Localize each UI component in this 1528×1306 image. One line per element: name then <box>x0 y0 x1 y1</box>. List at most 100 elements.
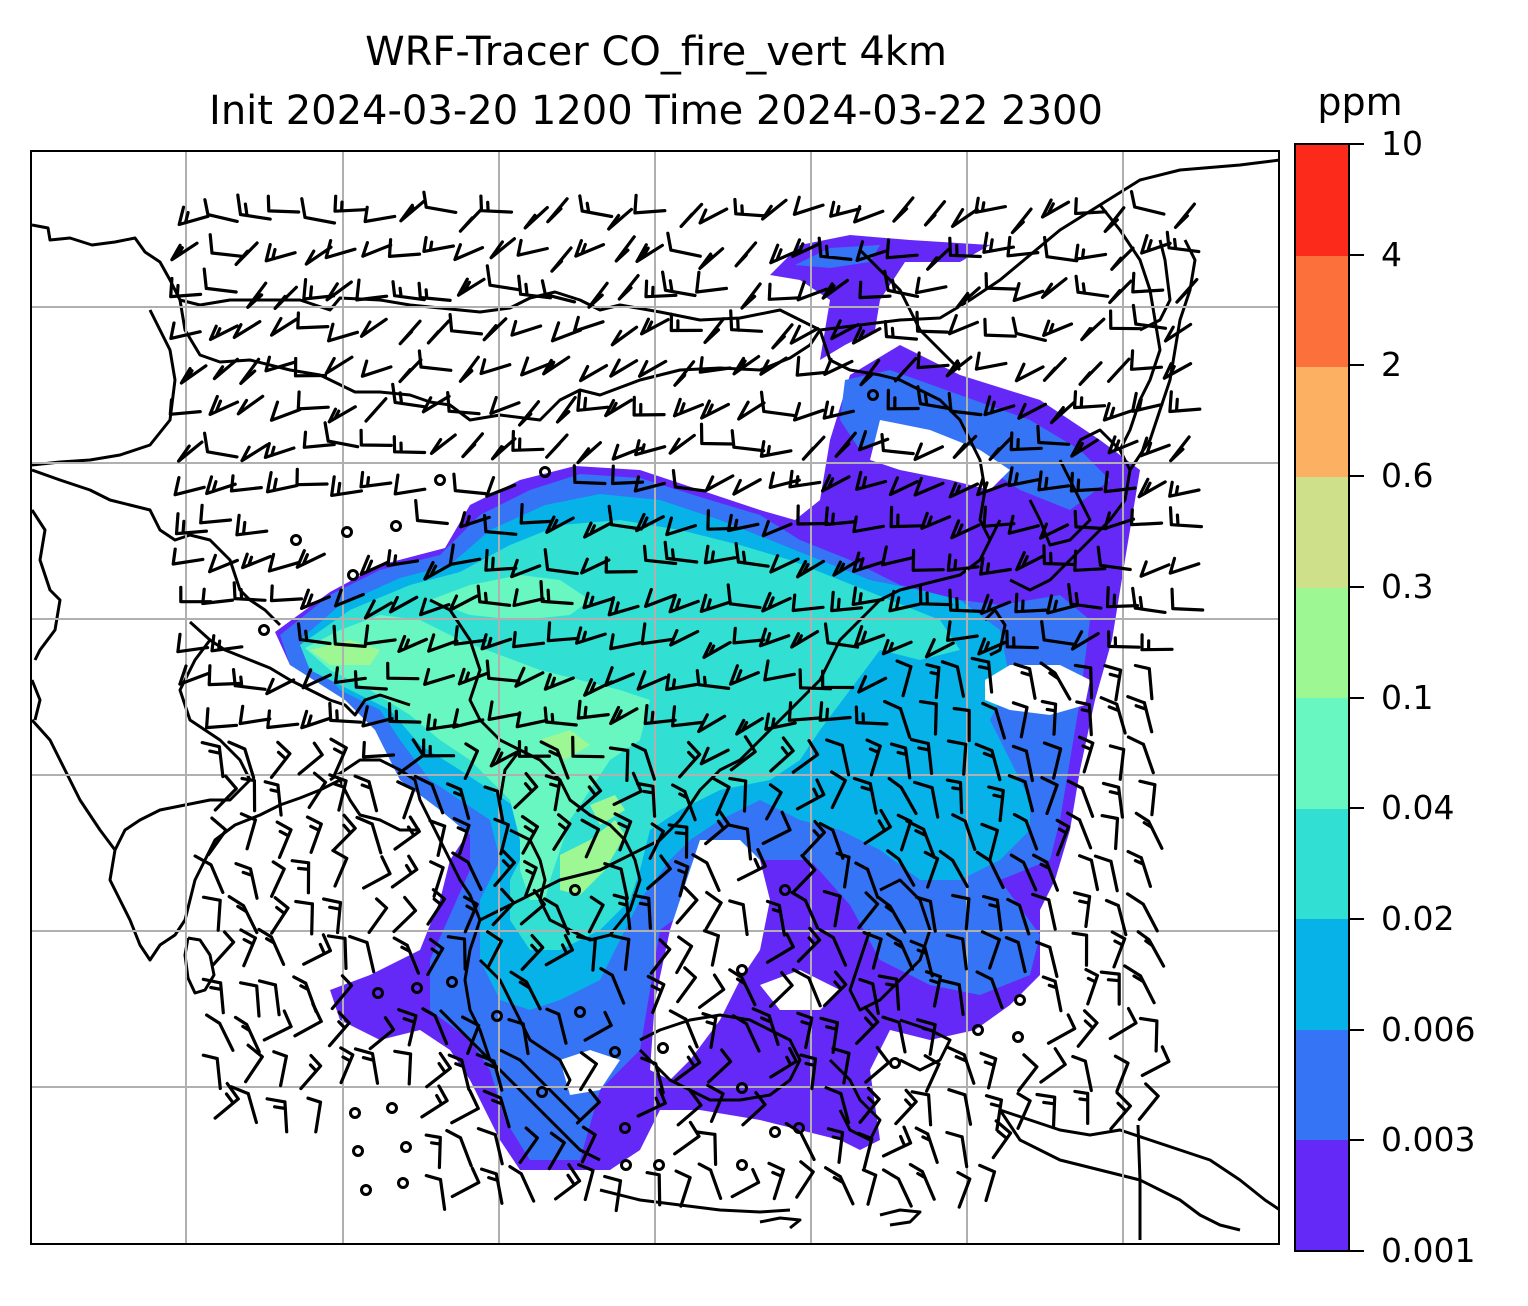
wind-barb <box>1131 271 1165 294</box>
wind-barb <box>269 740 292 779</box>
wind-barb <box>613 812 633 852</box>
coastline-segment <box>338 779 420 832</box>
wind-barb <box>177 205 210 227</box>
wind-barb <box>582 591 615 610</box>
wind-barb <box>1039 1047 1067 1084</box>
calm-wind-circle <box>390 520 402 532</box>
wind-barb <box>730 429 766 453</box>
calm-wind-circle <box>1014 994 1026 1006</box>
coastline-segment <box>858 248 962 372</box>
wind-barb <box>791 238 822 258</box>
wind-barb <box>576 775 603 813</box>
wind-barb <box>323 421 360 449</box>
wind-barb <box>480 633 513 651</box>
wind-barb <box>734 542 770 568</box>
wind-barb <box>1107 357 1131 383</box>
wind-barb <box>697 1162 723 1200</box>
wind-barb <box>1078 854 1100 892</box>
wind-barb <box>665 516 697 537</box>
wind-barb <box>540 279 577 304</box>
wind-barb <box>977 637 1008 656</box>
wind-barb <box>446 782 471 820</box>
coastline-segment <box>1128 239 1197 471</box>
wind-barb <box>448 543 482 566</box>
wind-barb <box>599 967 626 1005</box>
wind-barb <box>661 270 697 298</box>
wind-barb <box>980 593 1012 615</box>
wind-barb <box>759 356 788 376</box>
wind-barb <box>263 442 296 459</box>
wind-barb <box>975 850 1005 890</box>
wind-barb <box>390 854 419 889</box>
calm-wind-circle <box>372 987 384 999</box>
wind-barb <box>886 849 916 887</box>
wind-barb <box>233 1015 261 1054</box>
wind-barb <box>295 467 329 487</box>
wind-barb <box>945 1130 969 1169</box>
wind-barb <box>296 390 330 411</box>
wind-barb <box>817 236 853 261</box>
wind-barb <box>635 243 664 263</box>
wind-barb <box>399 199 426 223</box>
colorbar-segment <box>1296 1029 1348 1141</box>
wind-barb <box>948 588 983 613</box>
wind-barb <box>858 977 880 1015</box>
wind-barb <box>617 274 640 301</box>
wind-barb <box>386 549 420 567</box>
wind-barb <box>463 895 479 934</box>
wind-barb <box>877 974 901 1011</box>
wind-barb <box>328 701 363 724</box>
wind-barb <box>493 817 510 856</box>
wind-barb <box>393 473 427 496</box>
colorbar-tick-label: 0.003 <box>1381 1120 1476 1160</box>
plume-clear-area <box>650 840 770 1080</box>
calm-wind-circle <box>867 389 879 401</box>
wind-barb <box>580 1125 597 1164</box>
wind-barb <box>768 471 801 490</box>
wind-barb <box>950 519 981 540</box>
wind-barb <box>636 670 668 691</box>
wind-barb <box>1055 818 1071 857</box>
wind-barb <box>1103 206 1126 233</box>
coastline-segment <box>329 758 492 1061</box>
wind-barb <box>1073 1089 1090 1125</box>
wind-barb <box>229 1085 258 1125</box>
wind-barb <box>176 632 210 654</box>
wind-barb <box>644 279 678 299</box>
wind-barb <box>482 1089 511 1129</box>
wind-barb <box>1129 349 1163 371</box>
wind-barb <box>513 772 539 810</box>
wind-barb <box>489 395 521 415</box>
wind-barb <box>1017 402 1047 420</box>
wind-barb <box>539 580 574 606</box>
wind-barb <box>1073 663 1094 700</box>
wind-barb <box>1035 1092 1057 1129</box>
wind-barb <box>852 551 884 573</box>
wind-barb <box>607 596 640 617</box>
wind-barb <box>991 1119 1013 1160</box>
wind-barb <box>951 813 977 851</box>
plot-title-line-1: WRF-Tracer CO_fire_vert 4km <box>365 29 947 75</box>
wind-barb <box>983 395 1016 417</box>
wind-barb <box>644 587 676 608</box>
wind-barb <box>789 324 820 345</box>
wind-barb <box>361 241 393 258</box>
wind-barb <box>1076 1009 1099 1048</box>
wind-barb <box>732 478 762 496</box>
wind-barb <box>463 742 479 780</box>
wind-barb <box>645 1171 662 1207</box>
wind-barb <box>1014 362 1045 383</box>
wind-barb <box>888 476 919 497</box>
wind-barb <box>1078 361 1103 386</box>
wind-barb <box>386 661 420 681</box>
wind-barb <box>698 207 729 225</box>
wind-barb <box>698 356 732 374</box>
wind-barb <box>1162 362 1193 380</box>
wind-barb <box>422 235 455 253</box>
wind-barb <box>1168 556 1201 575</box>
wind-barb <box>666 231 702 258</box>
wind-barb <box>544 934 574 967</box>
wind-barb <box>543 548 579 576</box>
calm-wind-circle <box>536 1086 548 1098</box>
wind-barb <box>173 476 206 497</box>
